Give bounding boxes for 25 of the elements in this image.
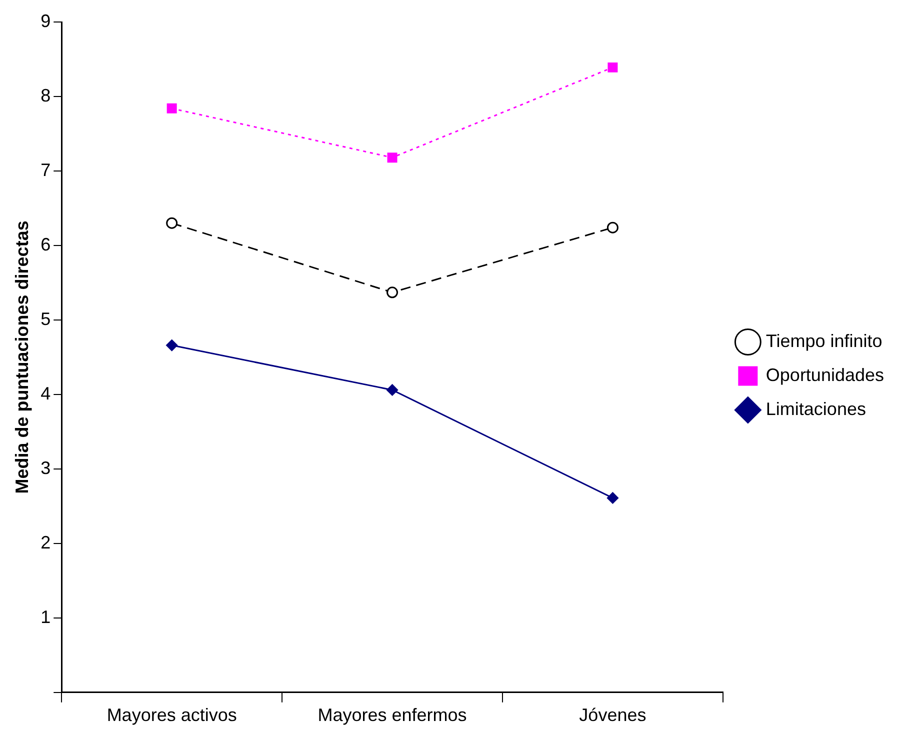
legend-label: Limitaciones bbox=[766, 398, 866, 419]
y-tick-label: 3 bbox=[40, 458, 51, 478]
x-tick-label: Mayores activos bbox=[106, 705, 237, 726]
point bbox=[387, 152, 398, 163]
point bbox=[386, 286, 398, 298]
legend-label: Oportunidades bbox=[766, 364, 884, 385]
y-axis-title: Media de puntuaciones directas bbox=[12, 220, 32, 494]
y-tick-label: 2 bbox=[40, 532, 51, 552]
legend-label: Tiempo infinito bbox=[766, 330, 882, 351]
y-tick-label: 1 bbox=[40, 606, 51, 627]
x-tick-label: Mayores enfermos bbox=[318, 705, 467, 726]
point bbox=[608, 62, 618, 72]
point bbox=[606, 222, 618, 234]
point bbox=[606, 492, 618, 504]
point bbox=[386, 384, 398, 396]
point bbox=[166, 103, 177, 114]
y-tick-label: 4 bbox=[40, 383, 51, 404]
y-tick-label: 7 bbox=[40, 160, 51, 180]
y-tick-label: 8 bbox=[40, 85, 51, 106]
x-tick-label: Jóvenes bbox=[579, 705, 646, 726]
y-tick-label: 6 bbox=[40, 234, 51, 254]
y-tick-label: 5 bbox=[40, 308, 51, 329]
y-tick-label: 9 bbox=[40, 10, 51, 31]
point bbox=[166, 340, 178, 352]
point bbox=[166, 217, 178, 229]
